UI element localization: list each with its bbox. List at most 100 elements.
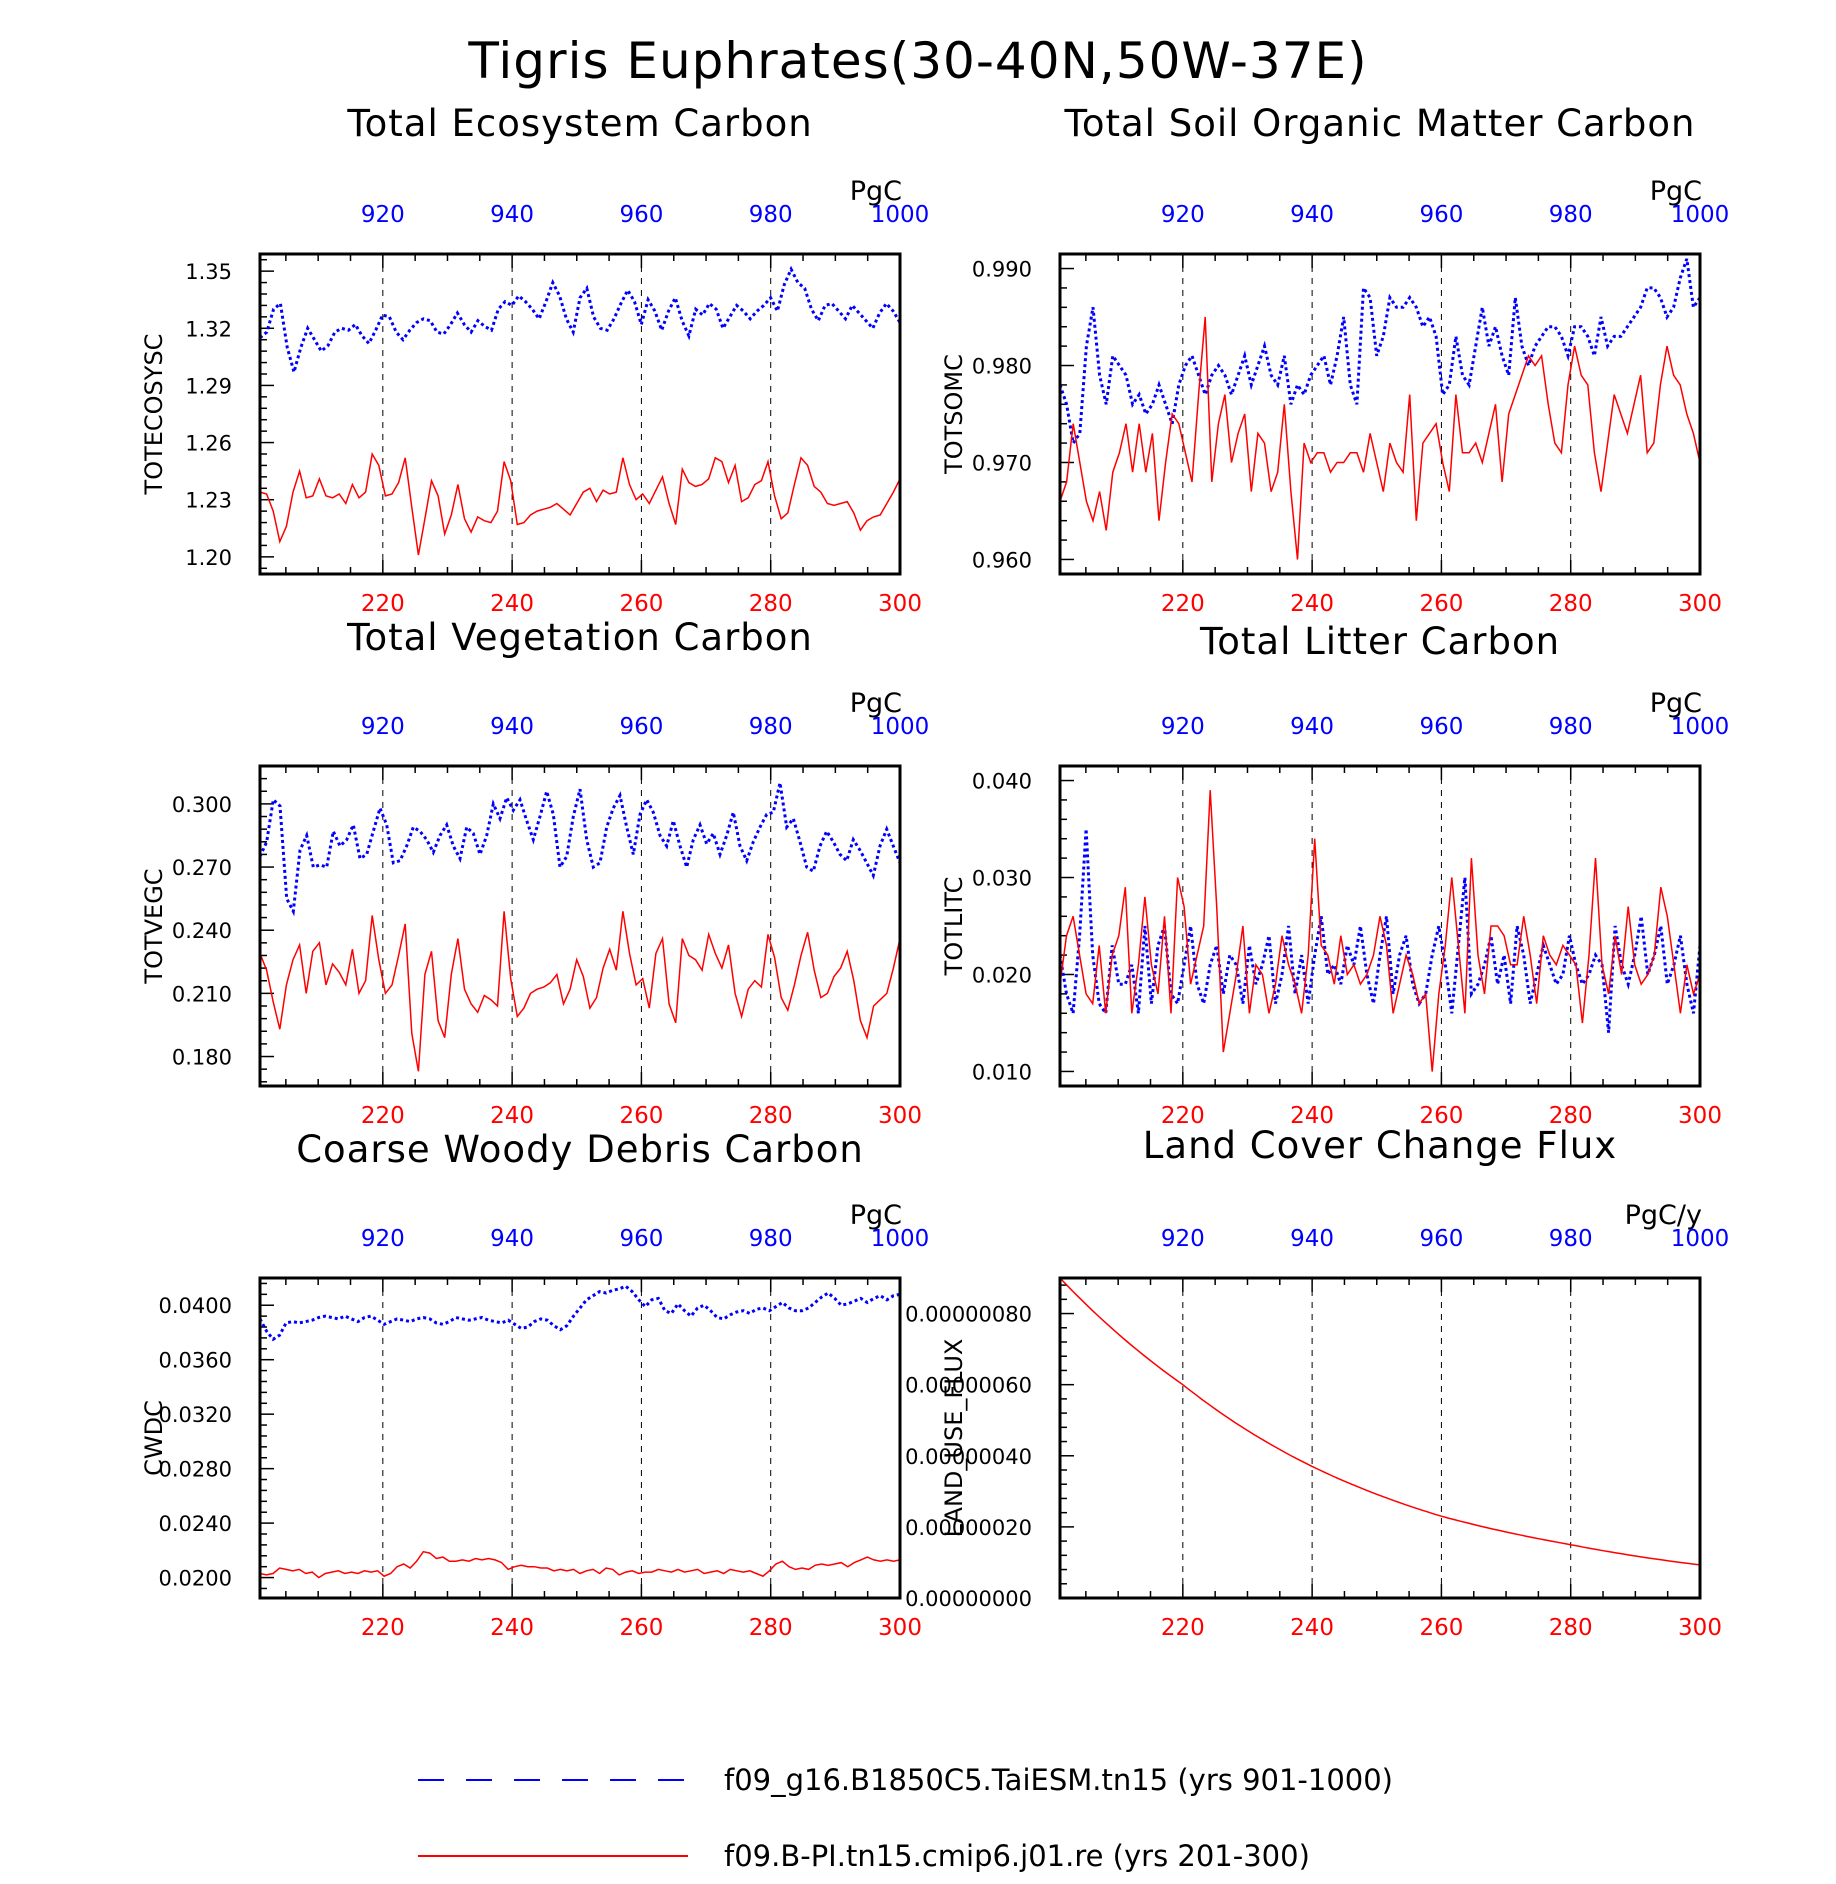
- y-tick-label: 0.980: [972, 355, 1032, 379]
- x-tick-label: 300: [878, 591, 922, 617]
- unit-label: PgC: [850, 1200, 902, 1231]
- panel-6: Land Cover Change Flux PgC/y 220 240 260 280 3…: [905, 1124, 1729, 1641]
- y-axis-label: TOTVEGC: [140, 868, 168, 984]
- x-tick-label: 300: [1678, 1103, 1722, 1129]
- x2-tick-label: 960: [1419, 714, 1463, 740]
- x2-tick-label: 940: [1290, 202, 1334, 228]
- panel-5: Coarse Woody Debris Carbon PgC 220 240 260 28…: [140, 1128, 929, 1641]
- x2-tick-label: 920: [361, 1226, 405, 1252]
- unit-label: PgC: [1650, 176, 1702, 207]
- x-tick-label: 300: [1678, 1615, 1722, 1641]
- x2-tick-label: 960: [1419, 202, 1463, 228]
- unit-label: PgC: [850, 176, 902, 207]
- y-tick-label: 0.270: [172, 856, 232, 880]
- y-tick-label: 0.990: [972, 258, 1032, 282]
- x2-tick-label: 960: [619, 714, 663, 740]
- y-tick-label: 1.35: [185, 260, 232, 284]
- panel-title: Total Litter Carbon: [1199, 620, 1560, 663]
- series-line-control: [1058, 258, 1702, 448]
- x2-tick-label: 980: [1549, 202, 1593, 228]
- series-line-control: [258, 1284, 901, 1342]
- x2-tick-label: 980: [749, 714, 793, 740]
- legend-label-control: f09_g16.B1850C5.TaiESM.tn15 (yrs 901-100…: [724, 1763, 1393, 1797]
- panel-title: Coarse Woody Debris Carbon: [296, 1128, 864, 1171]
- y-tick-label: 0.970: [972, 451, 1032, 475]
- x-tick-label: 260: [619, 1103, 663, 1129]
- x2-tick-label: 980: [749, 202, 793, 228]
- unit-label: PgC: [1650, 688, 1702, 719]
- x2-tick-label: 920: [1161, 1226, 1205, 1252]
- panel-2: Total Soil Organic Matter Carbon PgC 220 24…: [940, 102, 1729, 617]
- y-tick-label: 0.040: [972, 770, 1032, 794]
- x-tick-label: 220: [1161, 1103, 1205, 1129]
- y-tick-label: 0.030: [972, 867, 1032, 891]
- series-line-experiment: [1059, 1277, 1701, 1566]
- series-line-experiment: [259, 1550, 901, 1579]
- series-line-experiment: [259, 911, 901, 1072]
- x2-tick-label: 940: [490, 1226, 534, 1252]
- y-tick-label: 0.180: [172, 1046, 232, 1070]
- x2-tick-label: 940: [1290, 1226, 1334, 1252]
- x-tick-label: 300: [878, 1615, 922, 1641]
- plot-frame: [1058, 1276, 1702, 1600]
- x2-tick-label: 940: [490, 202, 534, 228]
- series-line-experiment: [1059, 790, 1701, 1072]
- y-tick-label: 0.0240: [159, 1512, 232, 1536]
- x2-tick-label: 1000: [871, 1226, 930, 1252]
- x-tick-label: 220: [361, 1103, 405, 1129]
- y-tick-label: 0.210: [172, 982, 232, 1006]
- y-tick-label: 1.26: [185, 432, 232, 456]
- plot-frame: [258, 1276, 902, 1600]
- x-tick-label: 240: [490, 591, 534, 617]
- x2-tick-label: 920: [1161, 714, 1205, 740]
- plot-frame: [258, 252, 902, 576]
- series-line-control: [259, 265, 902, 378]
- y-axis-label: TOTECOSYSC: [140, 334, 168, 496]
- panel-3: Total Vegetation Carbon PgC 220 240 260 280 30…: [140, 616, 929, 1129]
- x-tick-label: 240: [490, 1615, 534, 1641]
- y-tick-label: 0.00000060: [905, 1374, 1032, 1398]
- y-tick-label: 1.23: [185, 489, 232, 513]
- x-tick-label: 220: [361, 591, 405, 617]
- x-tick-label: 220: [1161, 1615, 1205, 1641]
- x2-tick-label: 980: [1549, 714, 1593, 740]
- x2-tick-label: 960: [1419, 1226, 1463, 1252]
- x2-tick-label: 1000: [1671, 714, 1730, 740]
- x-tick-label: 280: [749, 1103, 793, 1129]
- panel-title: Total Soil Organic Matter Carbon: [1064, 102, 1696, 145]
- x-tick-label: 280: [749, 591, 793, 617]
- x2-tick-label: 980: [1549, 1226, 1593, 1252]
- x2-tick-label: 920: [1161, 202, 1205, 228]
- y-tick-label: 0.00000040: [905, 1445, 1032, 1469]
- panel-title: Total Ecosystem Carbon: [346, 102, 812, 145]
- y-axis-label: TOTSOMC: [940, 354, 968, 475]
- x2-tick-label: 920: [361, 202, 405, 228]
- x2-tick-label: 1000: [1671, 202, 1730, 228]
- x-tick-label: 240: [1290, 1615, 1334, 1641]
- x-tick-label: 280: [1549, 591, 1593, 617]
- x2-tick-label: 940: [1290, 714, 1334, 740]
- legend-label-experiment: f09.B-PI.tn15.cmip6.j01.re (yrs 201-300): [724, 1839, 1310, 1873]
- x-tick-label: 240: [1290, 1103, 1334, 1129]
- y-axis-label: TOTLITC: [940, 877, 968, 977]
- plot-frame: [1058, 764, 1702, 1088]
- x2-tick-label: 1000: [1671, 1226, 1730, 1252]
- plot-frame: [1058, 252, 1702, 576]
- x-tick-label: 260: [1419, 1103, 1463, 1129]
- y-tick-label: 0.0360: [159, 1349, 232, 1373]
- x-tick-label: 260: [619, 591, 663, 617]
- x-tick-label: 260: [619, 1615, 663, 1641]
- x-tick-label: 220: [361, 1615, 405, 1641]
- y-tick-label: 0.960: [972, 548, 1032, 572]
- panel-title: Total Vegetation Carbon: [346, 616, 813, 659]
- x2-tick-label: 960: [619, 1226, 663, 1252]
- x2-tick-label: 980: [749, 1226, 793, 1252]
- series-line-experiment: [1059, 316, 1701, 560]
- x-tick-label: 280: [749, 1615, 793, 1641]
- panels: Total Ecosystem Carbon PgC 220 240 260 280 300…: [140, 102, 1729, 1641]
- x2-tick-label: 940: [490, 714, 534, 740]
- figure-title: Tigris Euphrates(30-40N,50W-37E): [467, 32, 1367, 90]
- legend: f09_g16.B1850C5.TaiESM.tn15 (yrs 901-100…: [418, 1763, 1393, 1873]
- y-tick-label: 1.29: [185, 374, 232, 398]
